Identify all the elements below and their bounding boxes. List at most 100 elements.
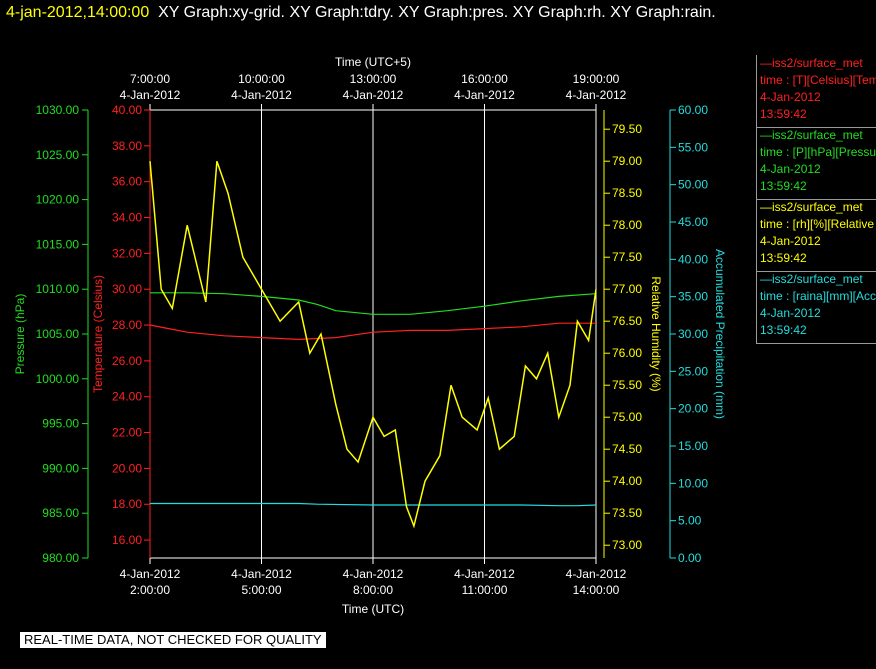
pressure-tick-label: 1030.00 — [36, 103, 80, 117]
temperature-tick-label: 18.00 — [112, 497, 142, 511]
bottom-tick-time: 5:00:00 — [241, 583, 281, 597]
temperature-tick-label: 40.00 — [112, 103, 142, 117]
quality-note: REAL-TIME DATA, NOT CHECKED FOR QUALITY — [20, 632, 326, 648]
bottom-axis-title: Time (UTC) — [342, 602, 404, 616]
precip-tick-label: 60.00 — [678, 103, 708, 117]
precip-tick-label: 55.00 — [678, 140, 708, 154]
temperature-tick-label: 32.00 — [112, 246, 142, 260]
legend-date: 4-Jan-2012 — [760, 90, 821, 104]
legend-source: —iss2/surface_met — [760, 56, 863, 70]
top-tick-date: 4-Jan-2012 — [343, 88, 404, 102]
temperature-tick-label: 16.00 — [112, 533, 142, 547]
temperature-tick-label: 20.00 — [112, 461, 142, 475]
series-line-humidity — [149, 160, 597, 529]
legend-time: 13:59:42 — [760, 323, 807, 337]
humidity-tick-label: 78.00 — [612, 218, 642, 232]
bottom-tick-time: 2:00:00 — [130, 583, 170, 597]
precip-tick-label: 40.00 — [678, 252, 708, 266]
pressure-tick-label: 995.00 — [42, 417, 79, 431]
pressure-tick-label: 985.00 — [42, 506, 79, 520]
top-tick-time: 7:00:00 — [130, 72, 170, 86]
humidity-tick-label: 79.50 — [612, 122, 642, 136]
temperature-tick-label: 30.00 — [112, 282, 142, 296]
precip-tick-label: 30.00 — [678, 327, 708, 341]
bottom-tick-time: 14:00:00 — [573, 583, 620, 597]
precip-tick-label: 10.00 — [678, 476, 708, 490]
legend-variable: time : [P][hPa][Pressure — [760, 145, 876, 159]
bottom-tick-time: 8:00:00 — [353, 583, 393, 597]
top-tick-time: 10:00:00 — [238, 72, 285, 86]
precip-tick-label: 45.00 — [678, 215, 708, 229]
legend-humidity: —iss2/surface_met time : [rh][%][Relativ… — [756, 199, 876, 272]
temperature-tick-label: 28.00 — [112, 318, 142, 332]
humidity-tick-label: 75.50 — [612, 378, 642, 392]
humidity-tick-label: 77.50 — [612, 250, 642, 264]
humidity-axis-title: Relative Humidity (%) — [649, 276, 663, 391]
legend-time: 13:59:42 — [760, 179, 807, 193]
humidity-tick-label: 74.00 — [612, 474, 642, 488]
top-tick-time: 13:00:00 — [350, 72, 397, 86]
top-tick-date: 4-Jan-2012 — [566, 88, 627, 102]
legend-date: 4-Jan-2012 — [760, 306, 821, 320]
temperature-tick-label: 34.00 — [112, 211, 142, 225]
precip-tick-label: 15.00 — [678, 439, 708, 453]
legend-date: 4-Jan-2012 — [760, 162, 821, 176]
temperature-tick-label: 24.00 — [112, 390, 142, 404]
temperature-tick-label: 26.00 — [112, 354, 142, 368]
top-tick-date: 4-Jan-2012 — [231, 88, 292, 102]
legend-time: 13:59:42 — [760, 251, 807, 265]
precip-tick-label: 35.00 — [678, 290, 708, 304]
humidity-tick-label: 78.50 — [612, 186, 642, 200]
legend-source: —iss2/surface_met — [760, 200, 863, 214]
pressure-tick-label: 990.00 — [42, 461, 79, 475]
precip-tick-label: 50.00 — [678, 178, 708, 192]
legend-variable: time : [raina][mm][Accu — [760, 289, 876, 303]
legend-variable: time : [T][Celsius][Temp — [760, 73, 876, 87]
legend-precip: —iss2/surface_met time : [raina][mm][Acc… — [756, 271, 876, 344]
title-date: 4-jan-2012,14:00:00 — [6, 4, 150, 21]
pressure-tick-label: 1015.00 — [36, 237, 80, 251]
series-line-precip — [150, 502, 597, 507]
precip-tick-label: 0.00 — [678, 551, 702, 565]
series-line-pressure — [150, 292, 597, 315]
top-tick-time: 19:00:00 — [573, 72, 620, 86]
title-bar: 4-jan-2012,14:00:00 XY Graph:xy-grid. XY… — [6, 4, 716, 22]
title-graph-list: XY Graph:xy-grid. XY Graph:tdry. XY Grap… — [158, 4, 716, 21]
humidity-tick-label: 73.00 — [612, 538, 642, 552]
pressure-tick-label: 980.00 — [42, 551, 79, 565]
temperature-tick-label: 22.00 — [112, 426, 142, 440]
pressure-tick-label: 1020.00 — [36, 193, 80, 207]
precip-axis-title: Accumulated Precipitation (mm) — [713, 249, 727, 419]
temperature-tick-label: 36.00 — [112, 175, 142, 189]
humidity-tick-label: 76.50 — [612, 314, 642, 328]
legend-date: 4-Jan-2012 — [760, 234, 821, 248]
legend-source: —iss2/surface_met — [760, 128, 863, 142]
legend-pressure: —iss2/surface_met time : [P][hPa][Pressu… — [756, 127, 876, 200]
humidity-tick-label: 79.00 — [612, 154, 642, 168]
legend-source: —iss2/surface_met — [760, 272, 863, 286]
pressure-tick-label: 1025.00 — [36, 148, 80, 162]
legend-time: 13:59:42 — [760, 107, 807, 121]
top-axis-title: Time (UTC+5) — [335, 55, 411, 69]
humidity-tick-label: 76.00 — [612, 346, 642, 360]
temperature-axis-title: Temperature (Celsius) — [91, 275, 105, 393]
bottom-tick-date: 4-Jan-2012 — [120, 567, 181, 581]
bottom-tick-time: 11:00:00 — [462, 583, 508, 597]
pressure-tick-label: 1005.00 — [36, 327, 80, 341]
temperature-tick-label: 38.00 — [112, 139, 142, 153]
bottom-tick-date: 4-Jan-2012 — [231, 567, 292, 581]
pressure-axis-title: Pressure (hPa) — [13, 294, 27, 375]
top-tick-date: 4-Jan-2012 — [454, 88, 515, 102]
humidity-tick-label: 75.00 — [612, 410, 642, 424]
precip-tick-label: 5.00 — [678, 514, 702, 528]
bottom-tick-date: 4-Jan-2012 — [343, 567, 404, 581]
precip-tick-label: 25.00 — [678, 364, 708, 378]
pressure-tick-label: 1010.00 — [36, 282, 80, 296]
legend-variable: time : [rh][%][Relative — [760, 217, 875, 231]
humidity-tick-label: 77.00 — [612, 282, 642, 296]
humidity-tick-label: 73.50 — [612, 506, 642, 520]
bottom-tick-date: 4-Jan-2012 — [454, 567, 515, 581]
legend-temperature: —iss2/surface_met time : [T][Celsius][Te… — [756, 55, 876, 128]
precip-tick-label: 20.00 — [678, 402, 708, 416]
